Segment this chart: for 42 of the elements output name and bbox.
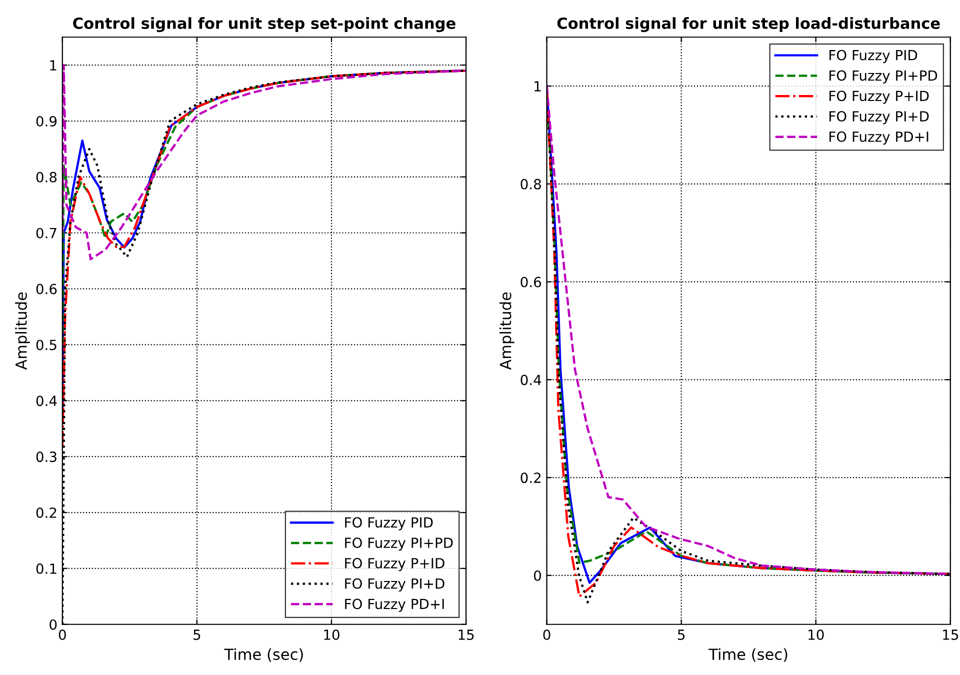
legend-label: FO Fuzzy PID [345,517,433,530]
y-tick-label: 0.5 [36,340,56,350]
y-tick-label: 0.8 [520,178,541,190]
x-tick-label: 10 [324,629,340,640]
x-tick-label: 10 [808,629,824,640]
y-tick-label: 0.3 [36,452,56,462]
y-tick-label: 0.1 [36,563,56,574]
legend-label: FO Fuzzy PI+D [345,578,444,592]
chart-title: Control signal for unit step set-point change [73,17,456,32]
legend-label: FO Fuzzy PD+I [830,131,928,145]
y-tick-label: 0.6 [36,284,57,294]
x-tick-label: 5 [194,630,200,640]
y-tick-label: 0 [534,570,541,581]
x-tick-label: 15 [458,630,474,640]
x-tick-label: 15 [943,630,958,640]
y-axis-title: Amplitude [499,292,514,370]
x-tick-label: 0 [543,629,550,640]
legend-label: FO Fuzzy PI+D [830,111,929,124]
y-tick-label: 0.8 [36,172,57,182]
legend-label: FO Fuzzy P+ID [345,558,444,572]
y-tick-label: 0.2 [36,507,56,518]
legend-label: FO Fuzzy PI+PD [345,538,453,551]
y-tick-label: 1 [50,60,56,70]
y-tick-label: 0.7 [36,228,56,238]
x-tick-label: 0 [58,629,66,640]
y-tick-label: 0.9 [36,116,57,126]
legend-label: FO Fuzzy PID [830,50,918,64]
legend-label: FO Fuzzy PD+I [345,598,444,612]
y-tick-label: 0.2 [520,472,541,484]
y-tick-label: 0.4 [520,374,542,386]
x-axis-title: Time (sec) [224,648,303,662]
line-series [62,64,466,260]
x-tick-label: 5 [678,630,685,640]
x-axis-title: Time (sec) [708,648,788,662]
legend-label: FO Fuzzy P+ID [830,90,929,104]
y-tick-label: 1 [534,81,541,92]
chart-title: Control signal for unit step load-disturbance [557,17,940,32]
y-tick-label: 0 [50,619,57,630]
y-axis-title: Amplitude [15,292,30,370]
y-tick-label: 0.4 [36,396,57,406]
y-tick-label: 0.6 [520,276,542,288]
legend-label: FO Fuzzy PI+PD [830,70,938,84]
